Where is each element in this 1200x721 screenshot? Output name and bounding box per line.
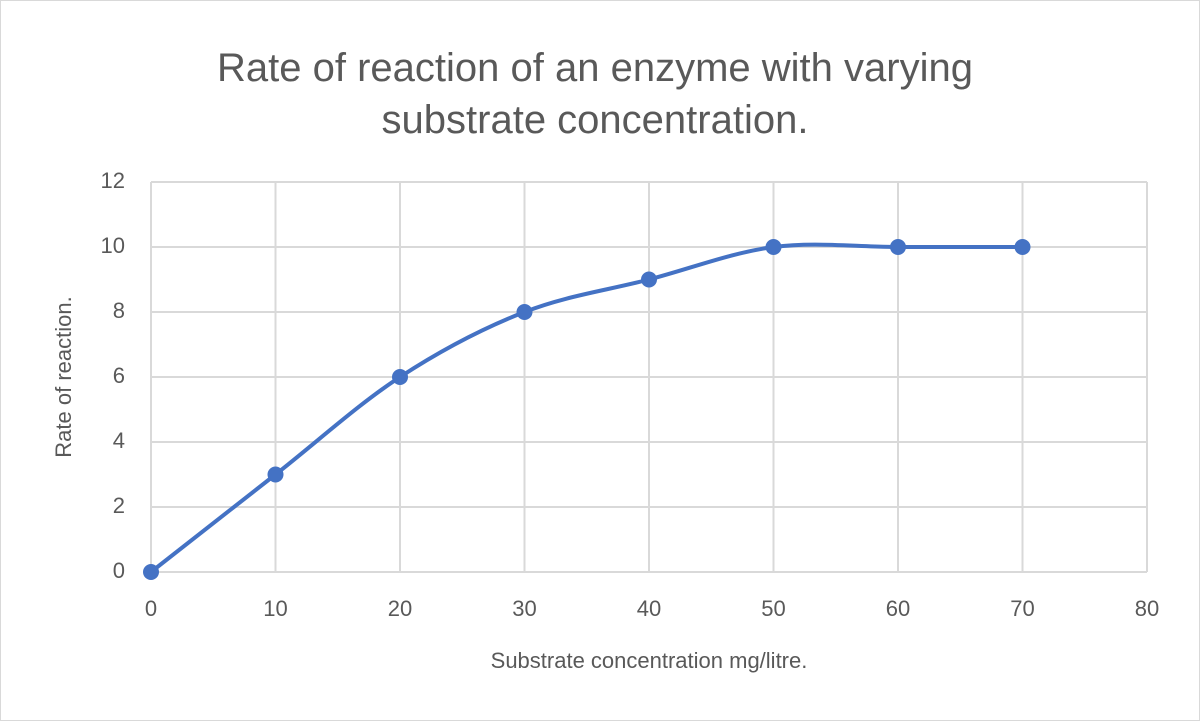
y-tick-label: 0 xyxy=(113,558,125,583)
y-tick-label: 8 xyxy=(113,298,125,323)
data-line xyxy=(149,242,1023,574)
data-point xyxy=(641,271,657,288)
data-point xyxy=(143,564,159,580)
x-tick-label: 20 xyxy=(388,596,412,621)
x-tick-label: 10 xyxy=(263,596,287,621)
x-tick-label: 80 xyxy=(1135,596,1159,621)
y-axis-label: Rate of reaction. xyxy=(51,296,76,457)
data-point xyxy=(765,239,782,255)
x-tick-label: 50 xyxy=(761,596,785,621)
y-tick-label: 10 xyxy=(101,233,125,258)
x-tick-label: 70 xyxy=(1010,596,1034,621)
x-axis-label: Substrate concentration mg/litre. xyxy=(491,648,808,673)
data-point xyxy=(890,239,906,255)
data-point xyxy=(516,304,533,320)
data-point xyxy=(267,466,284,483)
x-tick-label: 60 xyxy=(886,596,910,621)
y-tick-label: 12 xyxy=(101,168,125,193)
x-tick-label: 0 xyxy=(145,596,157,621)
data-point xyxy=(392,369,408,385)
chart-title: Rate of reaction of an enzyme with varyi… xyxy=(217,46,973,142)
x-tick-label: 40 xyxy=(637,596,661,621)
y-tick-label: 4 xyxy=(113,428,125,453)
x-tick-label: 30 xyxy=(512,596,536,621)
y-tick-label: 6 xyxy=(113,363,125,388)
data-point xyxy=(1014,239,1031,255)
y-tick-label: 2 xyxy=(113,493,125,518)
